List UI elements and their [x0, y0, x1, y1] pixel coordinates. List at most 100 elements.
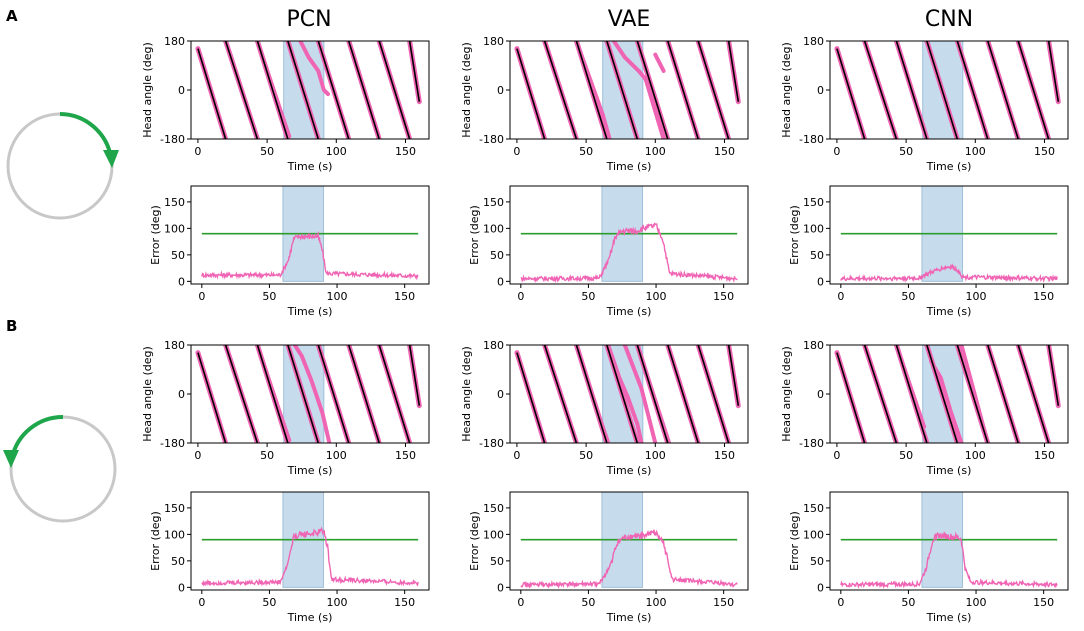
y-tick-label: 0 [817, 275, 824, 288]
ground-truth-line [666, 345, 699, 443]
y-tick-label: -180 [160, 133, 185, 146]
y-tick-label: 50 [171, 249, 185, 262]
y-axis-label: Error (deg) [149, 511, 162, 571]
y-tick-label: 180 [483, 339, 504, 352]
ground-truth-line [926, 41, 959, 139]
chart-b-pcn-head-angle: 0 50 100 150 -180 0 180 Time (s) Head angle (deg… [141, 339, 430, 477]
plot-area [201, 186, 419, 282]
chart-a-cnn-head-angle: 0 50 100 150 -180 0 180 Time (s) Head angle (deg… [780, 35, 1069, 173]
clockwise-arrow-icon [59, 112, 113, 159]
y-tick-label: 180 [803, 35, 824, 48]
y-tick-label: 180 [164, 339, 185, 352]
ground-truth-line [836, 352, 866, 443]
ground-truth-line [347, 41, 380, 139]
x-tick-label: 150 [713, 290, 734, 303]
y-tick-label: 150 [803, 196, 824, 209]
y-tick-label: 100 [803, 222, 824, 235]
x-tick-label: 50 [260, 449, 274, 462]
ground-truth-line [1047, 41, 1060, 102]
ground-truth-line [727, 345, 740, 406]
plot-area [840, 186, 1058, 283]
x-tick-label: 50 [899, 145, 913, 158]
y-tick-label: -180 [160, 437, 185, 450]
y-tick-label: 0 [497, 275, 504, 288]
y-axis-label: Error (deg) [788, 511, 801, 571]
ground-truth-line [636, 41, 669, 139]
x-tick-label: 50 [260, 145, 274, 158]
y-tick-label: 50 [490, 555, 504, 568]
ground-truth-line [727, 41, 740, 102]
ground-truth-line [606, 41, 639, 139]
y-tick-label: 0 [178, 388, 185, 401]
error-line [520, 222, 738, 284]
prediction-line [929, 359, 964, 443]
ground-truth-line [895, 345, 928, 443]
counterclockwise-arrow-icon [10, 414, 64, 459]
ground-truth-line [543, 345, 578, 443]
axes-frame [829, 185, 1069, 285]
ground-truth-line [636, 345, 669, 443]
prediction-line [611, 41, 648, 82]
x-axis-label: Time (s) [606, 305, 652, 318]
x-axis-label: Time (s) [287, 464, 333, 477]
y-axis-label: Error (deg) [468, 205, 481, 265]
ground-truth-line [224, 345, 259, 443]
x-tick-label: 100 [327, 290, 348, 303]
plot-area [195, 345, 422, 443]
ground-truth-line [378, 345, 411, 443]
y-tick-label: 0 [817, 84, 824, 97]
y-tick-label: 50 [810, 555, 824, 568]
y-tick-label: 100 [164, 528, 185, 541]
chart-b-vae-error: 0 50 100 150 0 50 100 150 Time (s) Error (deg) [468, 491, 749, 624]
x-tick-label: 100 [966, 290, 987, 303]
ground-truth-line [895, 41, 928, 139]
chart-a-cnn-error: 0 50 100 150 0 50 100 150 Time (s) Error (deg) [788, 185, 1069, 318]
y-tick-label: 50 [490, 249, 504, 262]
x-tick-label: 50 [579, 449, 593, 462]
x-tick-label: 150 [395, 449, 416, 462]
axes-frame [190, 491, 430, 591]
axes-frame [509, 185, 749, 285]
y-tick-label: 0 [497, 388, 504, 401]
plot-area [834, 345, 1061, 443]
y-tick-label: 100 [483, 222, 504, 235]
x-tick-label: 50 [581, 290, 595, 303]
x-tick-label: 50 [581, 596, 595, 609]
prediction-line [281, 421, 292, 443]
x-axis-label: Time (s) [287, 160, 333, 173]
x-tick-label: 150 [714, 145, 735, 158]
plot-area [840, 492, 1058, 590]
y-axis-label: Head angle (deg) [141, 42, 154, 138]
y-tick-label: -180 [799, 437, 824, 450]
y-axis-label: Head angle (deg) [780, 42, 793, 138]
x-tick-label: 150 [714, 449, 735, 462]
ground-truth-line [666, 41, 699, 139]
chart-b-pcn-error: 0 50 100 150 0 50 100 150 Time (s) Error (deg) [149, 491, 430, 624]
y-tick-label: 0 [817, 388, 824, 401]
ground-truth-line [1017, 41, 1050, 139]
ground-truth-line [516, 352, 546, 443]
y-tick-label: 0 [178, 581, 185, 594]
y-axis-label: Head angle (deg) [780, 346, 793, 442]
ground-truth-line [287, 345, 320, 443]
y-tick-label: 150 [483, 196, 504, 209]
x-tick-label: 50 [899, 449, 913, 462]
x-tick-label: 100 [645, 145, 666, 158]
x-axis-label: Time (s) [606, 160, 652, 173]
ground-truth-line [378, 41, 411, 139]
y-tick-label: 180 [483, 35, 504, 48]
ground-truth-line [1017, 345, 1050, 443]
ground-truth-line [697, 41, 730, 139]
y-tick-label: 50 [171, 555, 185, 568]
ground-truth-line [575, 345, 608, 443]
x-tick-label: 100 [646, 290, 667, 303]
ground-truth-line [697, 345, 730, 443]
ground-truth-line [986, 345, 1019, 443]
error-line [840, 531, 1058, 590]
x-tick-label: 100 [326, 145, 347, 158]
x-tick-label: 100 [646, 596, 667, 609]
ground-truth-line [197, 48, 227, 139]
x-tick-label: 50 [262, 596, 276, 609]
y-tick-label: 0 [497, 581, 504, 594]
